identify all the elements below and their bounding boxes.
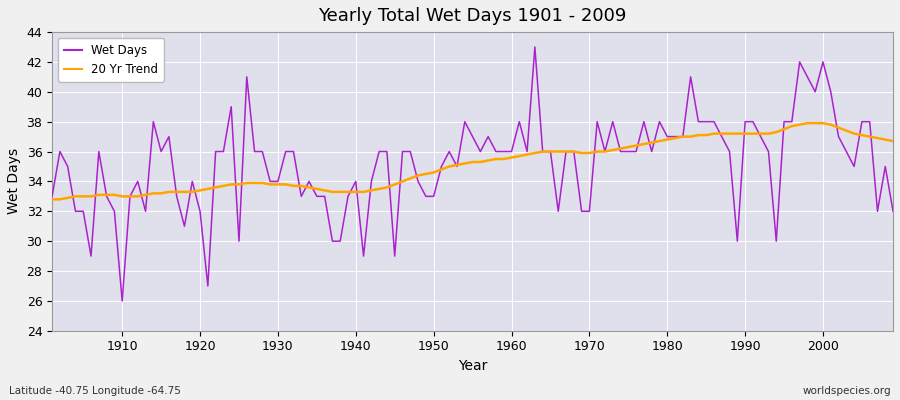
Text: worldspecies.org: worldspecies.org bbox=[803, 386, 891, 396]
Title: Yearly Total Wet Days 1901 - 2009: Yearly Total Wet Days 1901 - 2009 bbox=[319, 7, 626, 25]
Legend: Wet Days, 20 Yr Trend: Wet Days, 20 Yr Trend bbox=[58, 38, 164, 82]
X-axis label: Year: Year bbox=[458, 359, 487, 373]
Y-axis label: Wet Days: Wet Days bbox=[7, 148, 21, 214]
Text: Latitude -40.75 Longitude -64.75: Latitude -40.75 Longitude -64.75 bbox=[9, 386, 181, 396]
